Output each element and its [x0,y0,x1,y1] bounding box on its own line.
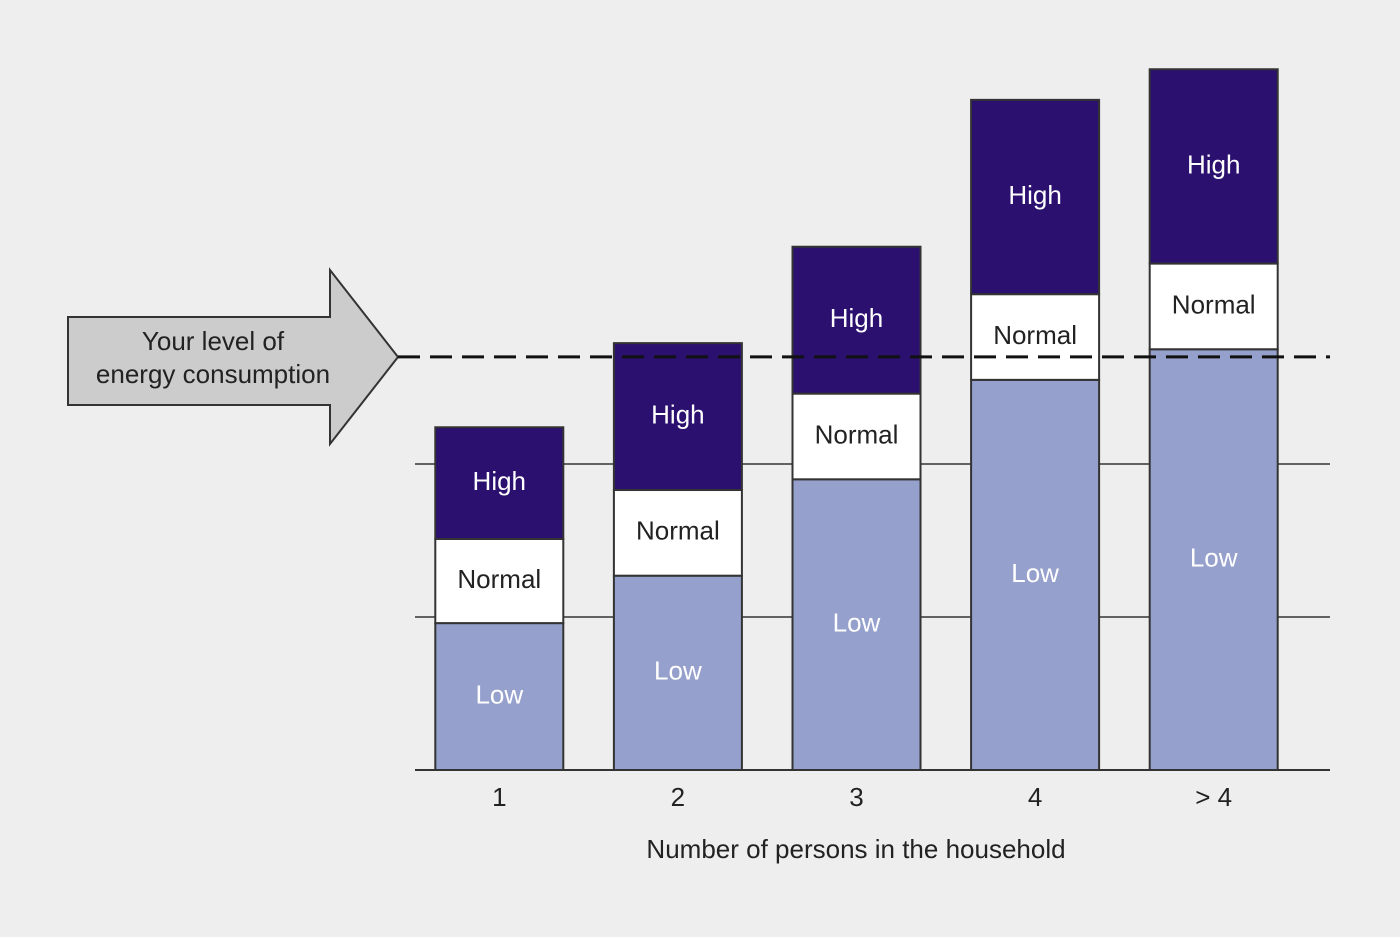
segment-label: Normal [457,564,541,594]
segment-label: High [473,466,526,496]
bar-segment [612,489,743,577]
bar-segment [970,378,1101,771]
bar-segment [612,342,743,492]
segment-label: High [830,303,883,333]
bar-segment [434,537,565,625]
segment-label: High [1187,149,1240,179]
x-tick-label: 4 [1028,782,1042,812]
segment-label: Normal [636,516,720,546]
segment-label: Low [654,656,702,686]
level-arrow [67,267,400,447]
segment-label: High [651,399,704,429]
segment-label: High [1008,180,1061,210]
x-axis-label: Number of persons in the household [646,834,1065,864]
segment-label: Low [833,608,881,638]
segment-label: Normal [815,419,899,449]
bar-segment [791,245,922,395]
bar-segment [434,622,565,771]
x-tick-label: 1 [492,782,506,812]
bar-segment [434,426,565,540]
bar-segment [1148,68,1279,265]
x-tick-label: 3 [849,782,863,812]
segment-label: Low [475,679,523,709]
segment-label: Low [1011,558,1059,588]
bar-segment [970,293,1101,381]
segment-label: Normal [993,320,1077,350]
x-tick-label: 2 [671,782,685,812]
bar-segment [970,98,1101,296]
bar-segment [612,574,743,771]
annotation-text: energy consumption [96,359,330,389]
bar-segment [1148,348,1279,771]
segment-label: Normal [1172,289,1256,319]
x-tick-label: > 4 [1195,782,1232,812]
bar-segment [791,392,922,481]
segment-label: Low [1190,543,1238,573]
annotation-text: Your level of [142,326,285,356]
